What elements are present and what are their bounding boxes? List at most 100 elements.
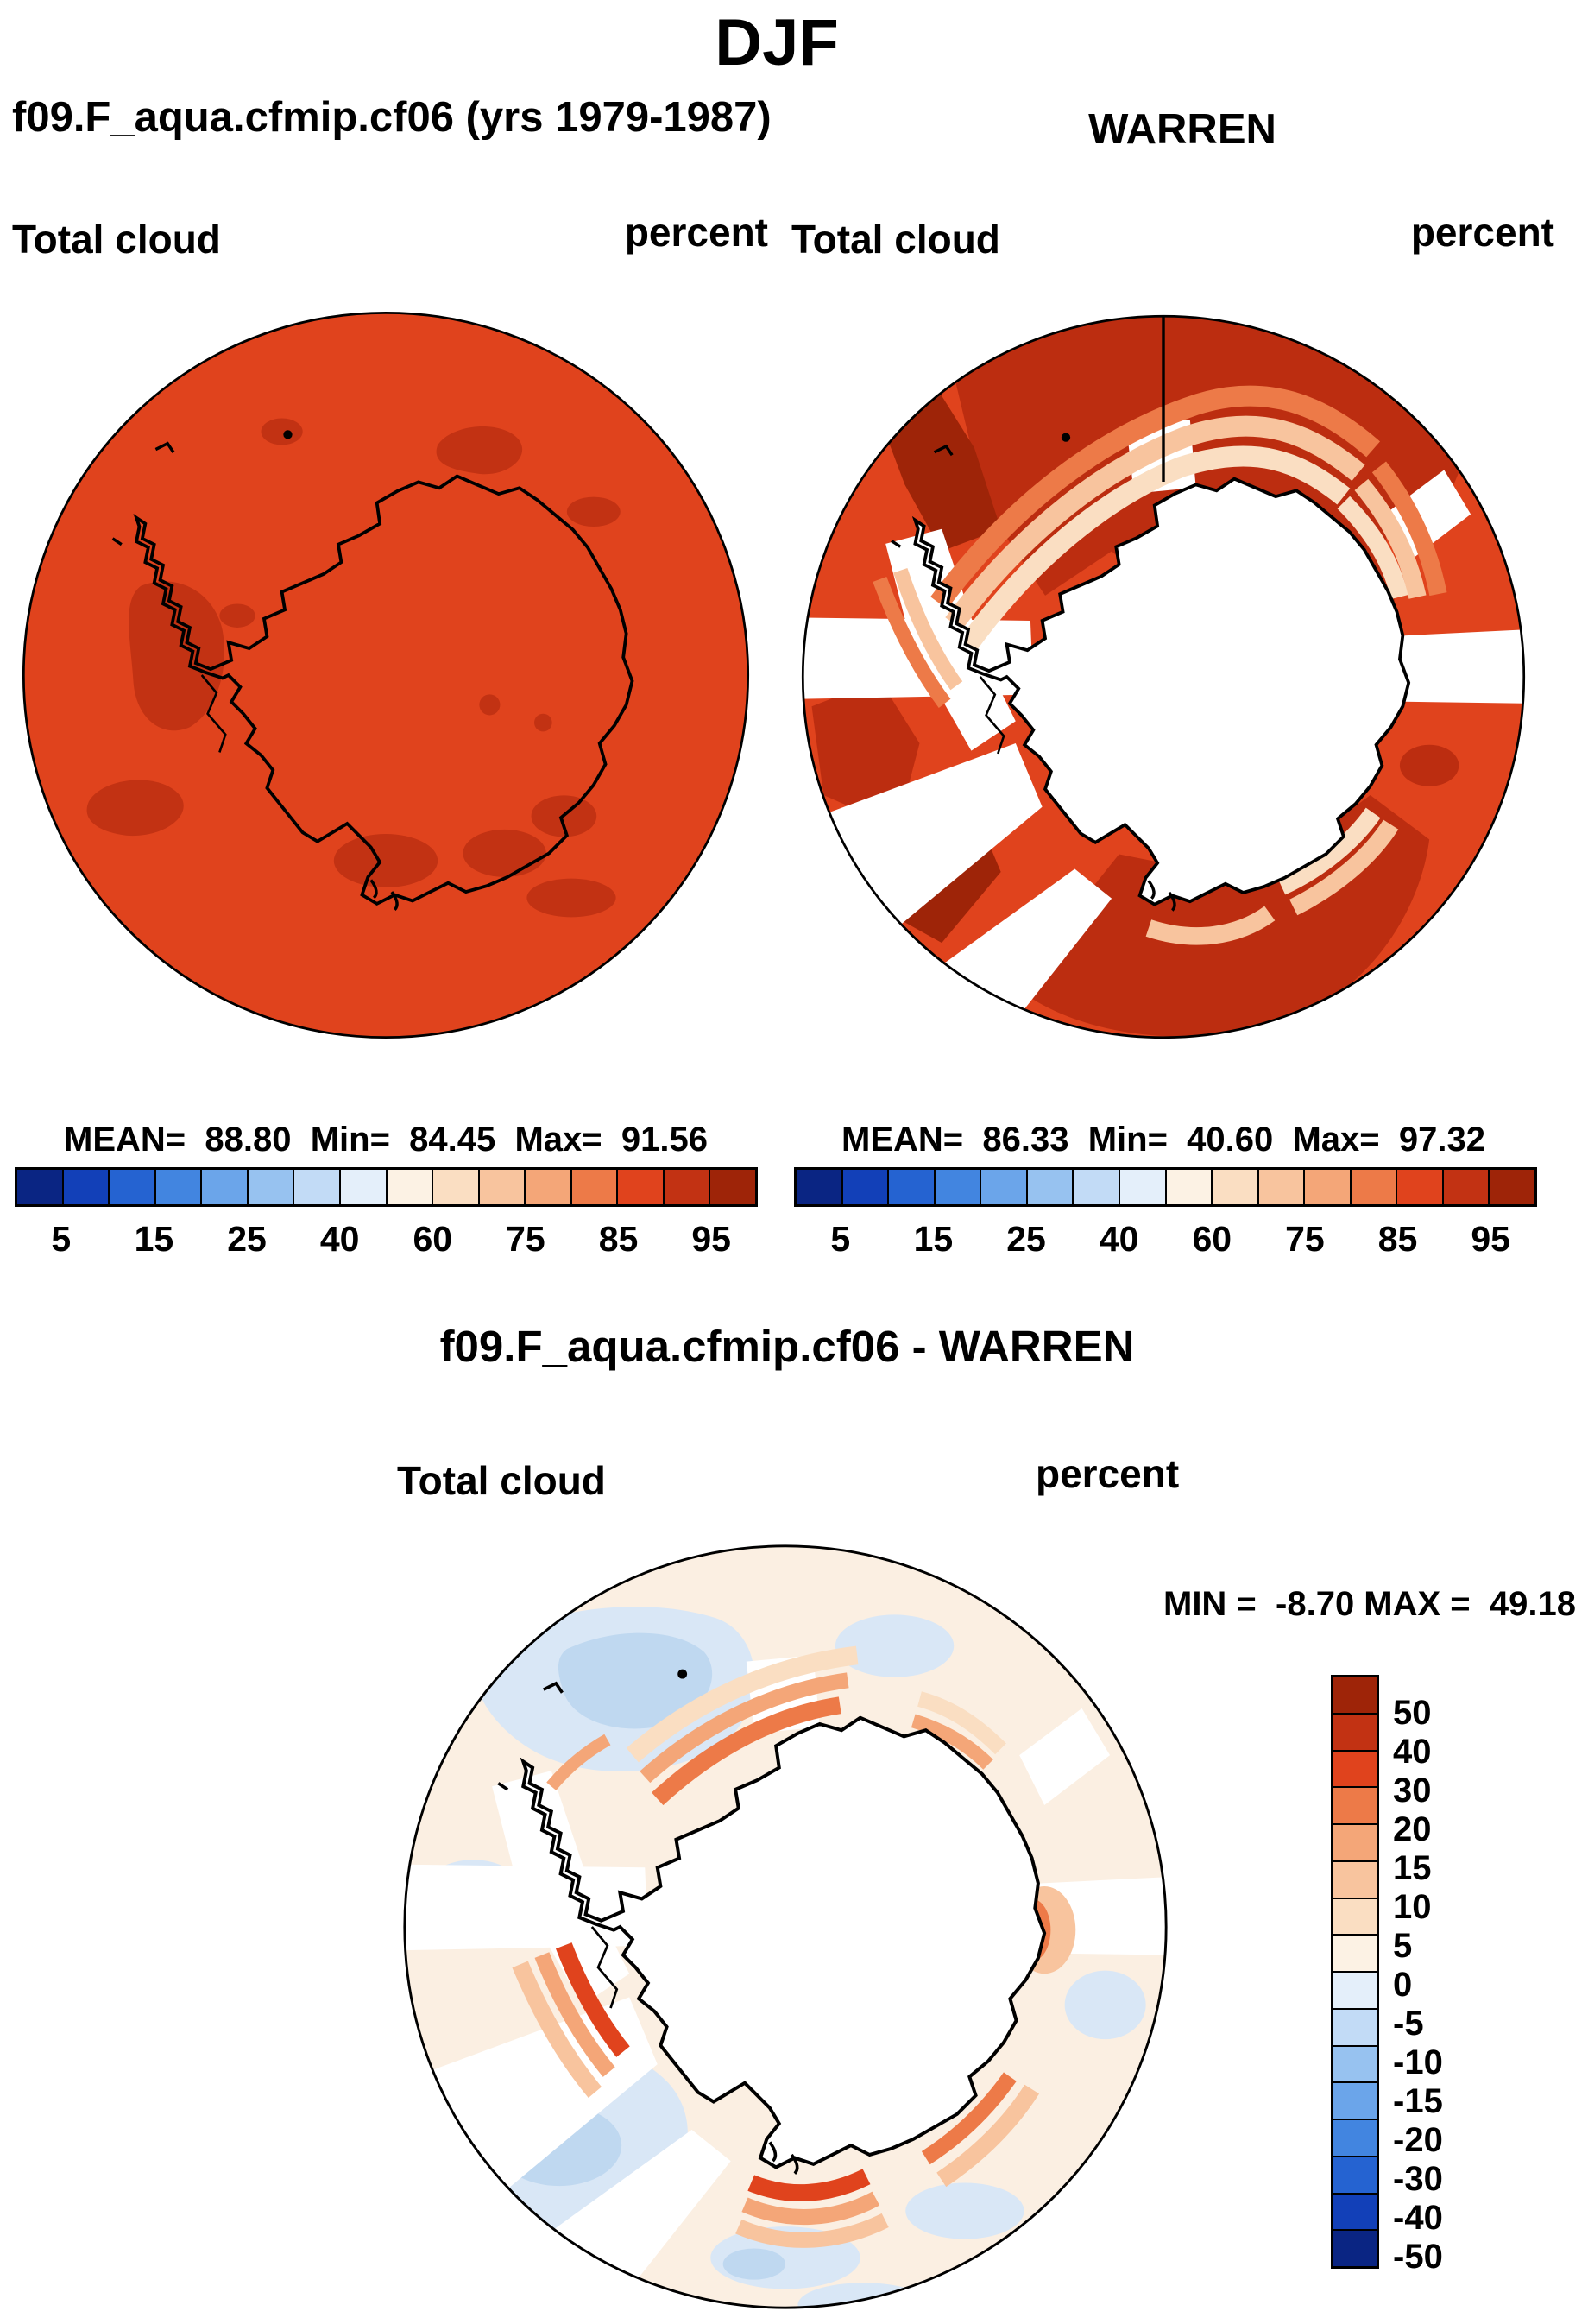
colorbar-segment	[1333, 2157, 1377, 2195]
colorbar-segment	[1027, 1170, 1074, 1204]
colorbar-segment	[202, 1170, 249, 1204]
obs-units-label: percent	[1410, 210, 1554, 255]
map-border	[801, 314, 1526, 1039]
colorbar-segment	[618, 1170, 665, 1204]
colorbar-tick-label: 5	[830, 1219, 851, 1259]
colorbar-segment	[797, 1170, 843, 1204]
colorbar-segment	[479, 1170, 526, 1204]
model-map	[22, 311, 750, 1039]
colorbar-tick-label: 10	[1393, 1888, 1432, 1926]
colorbar-segment	[294, 1170, 341, 1204]
colorbar-tick-label: -15	[1393, 2082, 1443, 2120]
colorbar-tick-label: 95	[1471, 1219, 1510, 1259]
colorbar-tick-label: -40	[1393, 2199, 1443, 2237]
colorbar-segment	[664, 1170, 711, 1204]
colorbar-segment	[248, 1170, 295, 1204]
colorbar-tick-label: 40	[1393, 1733, 1432, 1771]
model-colorbar-ticks: 5 15 25 40 60 75 85 95	[15, 1219, 758, 1260]
colorbar-segment	[710, 1170, 755, 1204]
colorbar-segment	[155, 1170, 203, 1204]
colorbar-segment	[1333, 2120, 1377, 2157]
diff-colorbar	[1331, 1675, 1379, 2269]
colorbar-tick-label: -20	[1393, 2121, 1443, 2159]
model-dark-patches	[86, 418, 621, 918]
model-map-base	[23, 313, 748, 1038]
warren-map	[801, 314, 1526, 1039]
obs-panel-title: WARREN	[1088, 106, 1276, 153]
colorbar-tick-label: 25	[227, 1219, 267, 1259]
colorbar-segment	[1074, 1170, 1120, 1204]
colorbar-segment	[889, 1170, 936, 1204]
colorbar-tick-label: 15	[1393, 1849, 1432, 1887]
colorbar-segment	[1333, 2194, 1377, 2232]
colorbar-tick-label: 75	[506, 1219, 545, 1259]
colorbar-segment	[1333, 2231, 1377, 2266]
colorbar-segment	[1333, 1677, 1377, 1715]
colorbar-segment	[1166, 1170, 1213, 1204]
obs-colorbar	[794, 1167, 1537, 1207]
model-panel-title: f09.F_aqua.cfmip.cf06 (yrs 1979-1987)	[12, 94, 772, 141]
figure-title: DJF	[715, 6, 839, 79]
colorbar-segment	[340, 1170, 388, 1204]
difference-map	[403, 1544, 1168, 2309]
colorbar-segment	[1333, 1714, 1377, 1752]
colorbar-tick-label: 15	[134, 1219, 174, 1259]
colorbar-segment	[935, 1170, 982, 1204]
colorbar-segment	[842, 1170, 890, 1204]
colorbar-segment	[1258, 1170, 1306, 1204]
colorbar-segment	[1333, 1751, 1377, 1789]
colorbar-tick-label: 75	[1285, 1219, 1325, 1259]
colorbar-tick-label: -30	[1393, 2160, 1443, 2198]
model-units-label: percent	[624, 210, 768, 255]
diff-panel-title: f09.F_aqua.cfmip.cf06 - WARREN	[439, 1322, 1135, 1371]
colorbar-tick-label: -5	[1393, 2005, 1424, 2043]
colorbar-segment	[526, 1170, 572, 1204]
colorbar-segment	[433, 1170, 480, 1204]
colorbar-segment	[1333, 2083, 1377, 2120]
map-border	[22, 311, 750, 1039]
colorbar-segment	[1351, 1170, 1398, 1204]
coast-fringe-bands	[873, 385, 1447, 945]
colorbar-segment	[1213, 1170, 1259, 1204]
colorbar-segment	[17, 1170, 64, 1204]
colorbar-tick-label: 5	[51, 1219, 72, 1259]
colorbar-tick-label: 25	[1006, 1219, 1046, 1259]
obs-field-label: Total cloud	[791, 217, 1000, 262]
colorbar-segment	[1490, 1170, 1534, 1204]
colorbar-segment	[1333, 1936, 1377, 1973]
colorbar-segment	[571, 1170, 619, 1204]
obs-stats: MEAN= 86.33 Min= 40.60 Max= 97.32	[841, 1121, 1485, 1159]
colorbar-segment	[1333, 1898, 1377, 1936]
model-colorbar	[15, 1167, 758, 1207]
diff-field-label: Total cloud	[397, 1458, 606, 1503]
colorbar-tick-label: 95	[691, 1219, 731, 1259]
colorbar-segment	[1305, 1170, 1352, 1204]
colorbar-segment	[1333, 1973, 1377, 2010]
colorbar-segment	[1333, 1788, 1377, 1825]
colorbar-segment	[1119, 1170, 1167, 1204]
colorbar-tick-label: 5	[1393, 1927, 1413, 1965]
obs-colorbar-ticks: 5 15 25 40 60 75 85 95	[794, 1219, 1537, 1260]
colorbar-segment	[1333, 2009, 1377, 2047]
colorbar-segment	[1333, 2046, 1377, 2084]
colorbar-tick-label: 40	[319, 1219, 360, 1259]
colorbar-tick-label: 85	[1377, 1219, 1418, 1259]
colorbar-tick-label: 20	[1393, 1810, 1432, 1848]
colorbar-tick-label: 15	[913, 1219, 954, 1259]
model-field-label: Total cloud	[12, 217, 221, 262]
colorbar-segment	[1397, 1170, 1444, 1204]
colorbar-segment	[110, 1170, 156, 1204]
colorbar-tick-label: 60	[1192, 1219, 1232, 1259]
colorbar-segment	[1333, 1861, 1377, 1899]
colorbar-tick-label: 60	[413, 1219, 453, 1259]
colorbar-tick-label: 0	[1393, 1966, 1413, 2004]
colorbar-segment	[387, 1170, 434, 1204]
colorbar-segment	[1333, 1825, 1377, 1862]
diff-minmax: MIN = -8.70 MAX = 49.18	[1163, 1585, 1576, 1623]
colorbar-segment	[63, 1170, 110, 1204]
colorbar-tick-label: 30	[1393, 1771, 1432, 1809]
colorbar-tick-label: 40	[1099, 1219, 1139, 1259]
colorbar-tick-label: 50	[1393, 1694, 1432, 1732]
colorbar-segment	[981, 1170, 1028, 1204]
